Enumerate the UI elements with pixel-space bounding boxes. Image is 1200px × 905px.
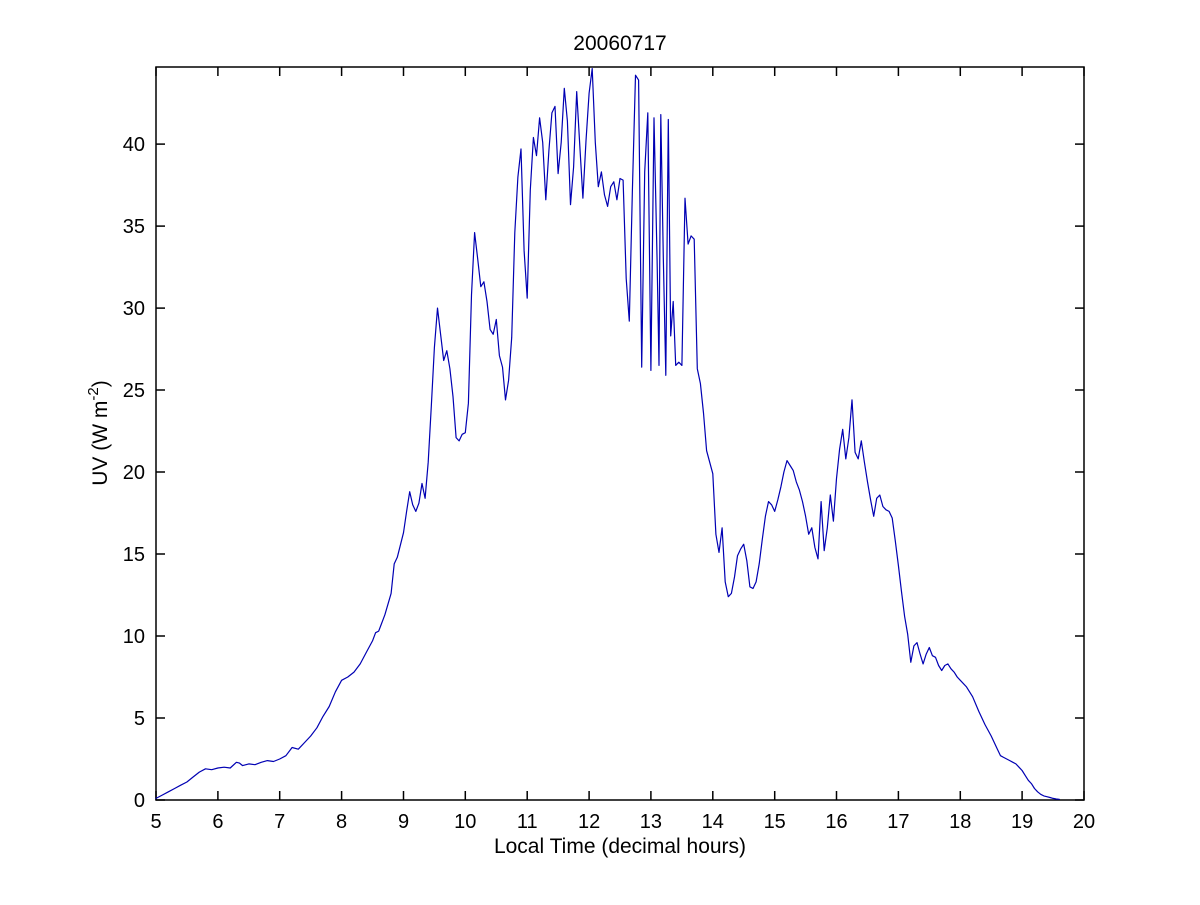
y-tick-label: 35 [123,216,145,238]
x-tick-label: 20 [1073,811,1095,833]
x-tick-label: 12 [578,811,600,833]
x-tick-label: 9 [398,811,409,833]
x-tick-label: 5 [150,811,161,833]
x-tick-label: 17 [887,811,909,833]
y-tick-labels: 0 5 10 15 20 25 30 35 40 [123,134,145,812]
x-tick-label: 18 [949,811,971,833]
x-tick-label: 15 [764,811,786,833]
x-tick-label: 7 [274,811,285,833]
y-tick-label: 10 [123,626,145,648]
y-tick-label: 25 [123,380,145,402]
y-tick-label: 20 [123,462,145,484]
y-axis-label: UV (W m-2) [85,380,112,486]
x-tick-label: 13 [640,811,662,833]
y-tick-label: 0 [134,790,145,812]
x-tick-label: 8 [336,811,347,833]
tick-marks [155,67,1085,801]
x-tick-label: 14 [702,811,724,833]
x-tick-label: 19 [1011,811,1033,833]
x-tick-label: 11 [517,811,538,833]
y-tick-label: 40 [123,134,145,156]
x-tick-label: 16 [825,811,847,833]
y-tick-label: 15 [123,544,145,566]
y-tick-label: 30 [123,298,145,320]
y-tick-label: 5 [134,708,145,730]
x-tick-labels: 5 6 7 8 9 10 11 12 13 14 15 16 17 18 19 20 [150,811,1095,833]
x-tick-label: 10 [454,811,476,833]
chart-title: 20060717 [573,32,666,55]
uv-series-line [155,67,1060,800]
plot-area [155,66,1085,801]
x-tick-label: 6 [212,811,223,833]
x-axis-label: Local Time (decimal hours) [494,835,746,858]
